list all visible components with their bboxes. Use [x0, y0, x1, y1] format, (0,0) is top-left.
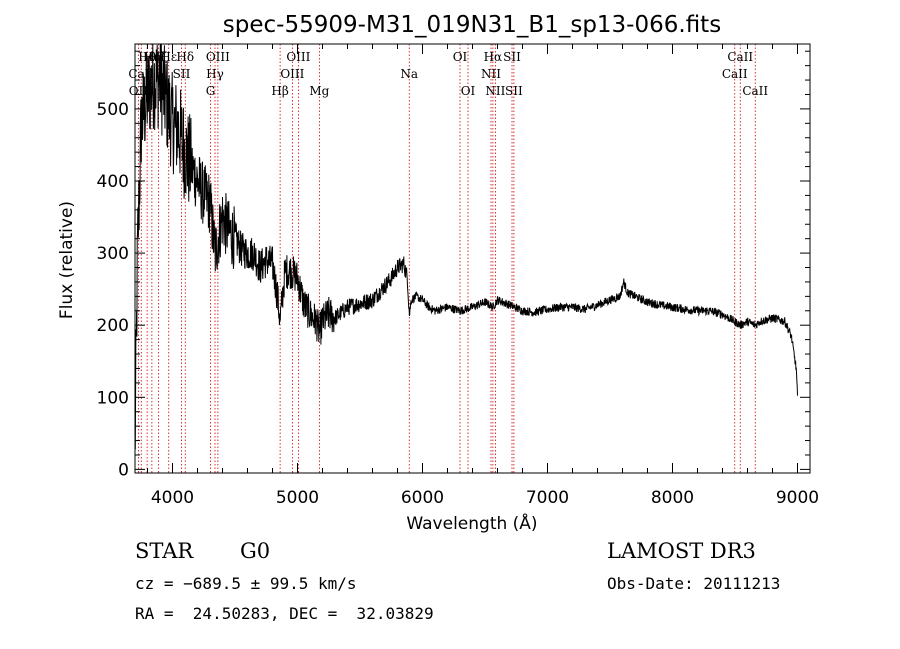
spectral-line-label: OII	[129, 84, 149, 98]
x-tick-label: 4000	[151, 488, 194, 508]
spectrum-line	[134, 43, 798, 450]
redshift-cz: cz = −689.5 ± 99.5 km/s	[135, 574, 357, 593]
y-tick-label: 400	[97, 172, 129, 192]
spectral-line-label: CaII	[727, 50, 753, 64]
y-tick-label: 200	[97, 316, 129, 336]
spectral-line-label: SII	[503, 50, 521, 64]
spectral-line-label: CaII	[722, 67, 748, 81]
survey-release: LAMOST DR3	[607, 539, 756, 563]
spectral-line-markers	[137, 44, 756, 473]
spectral-line-label: OIII	[280, 67, 304, 81]
object-class: STAR	[135, 539, 194, 563]
y-tick-label: 0	[118, 460, 129, 480]
spectral-line-label: OIII	[206, 50, 230, 64]
spectral-line-label: OIII	[286, 50, 310, 64]
ra-dec-coordinates: RA = 24.50283, DEC = 32.03829	[135, 604, 434, 623]
chart-title: spec-55909-M31_019N31_B1_sp13-066.fits	[223, 12, 721, 38]
object-subclass: G0	[240, 539, 270, 563]
spectral-line-label: OI	[453, 50, 468, 64]
spectral-line-label: OI	[461, 84, 476, 98]
x-tick-label: 6000	[401, 488, 444, 508]
spectral-line-label: SII	[505, 84, 523, 98]
spectral-line-label: Na	[400, 67, 418, 81]
x-axis-label: Wavelength (Å)	[406, 512, 537, 534]
spectral-line-label: Hα	[484, 50, 503, 64]
x-axis-ticks: 4000 5000 6000 7000 8000 9000	[147, 44, 819, 508]
x-tick-label: 8000	[651, 488, 694, 508]
y-tick-label: 300	[97, 244, 129, 264]
spectral-line-label: Hθ	[138, 50, 156, 64]
x-tick-label: 7000	[526, 488, 569, 508]
x-tick-label: 5000	[276, 488, 319, 508]
y-tick-label: 500	[97, 100, 129, 120]
spectral-line-label: Hγ	[206, 67, 224, 81]
spectral-line-label: SII	[173, 67, 191, 81]
spectral-line-label: Mg	[309, 84, 329, 98]
spectral-line-label: CaII	[742, 84, 768, 98]
y-axis-ticks: 0 100 200 300 400 500	[97, 50, 810, 480]
y-axis-label: Flux (relative)	[57, 201, 77, 319]
spectral-line-label: G	[206, 84, 216, 98]
spectral-line-label: Hδ	[176, 50, 194, 64]
x-tick-label: 9000	[776, 488, 819, 508]
spectral-line-label: NII	[485, 84, 505, 98]
observation-date: Obs-Date: 20111213	[607, 574, 780, 593]
y-tick-label: 100	[97, 388, 129, 408]
spectral-line-label: Hβ	[271, 84, 288, 98]
plot-frame	[134, 43, 811, 474]
spectral-line-label: NII	[481, 67, 501, 81]
